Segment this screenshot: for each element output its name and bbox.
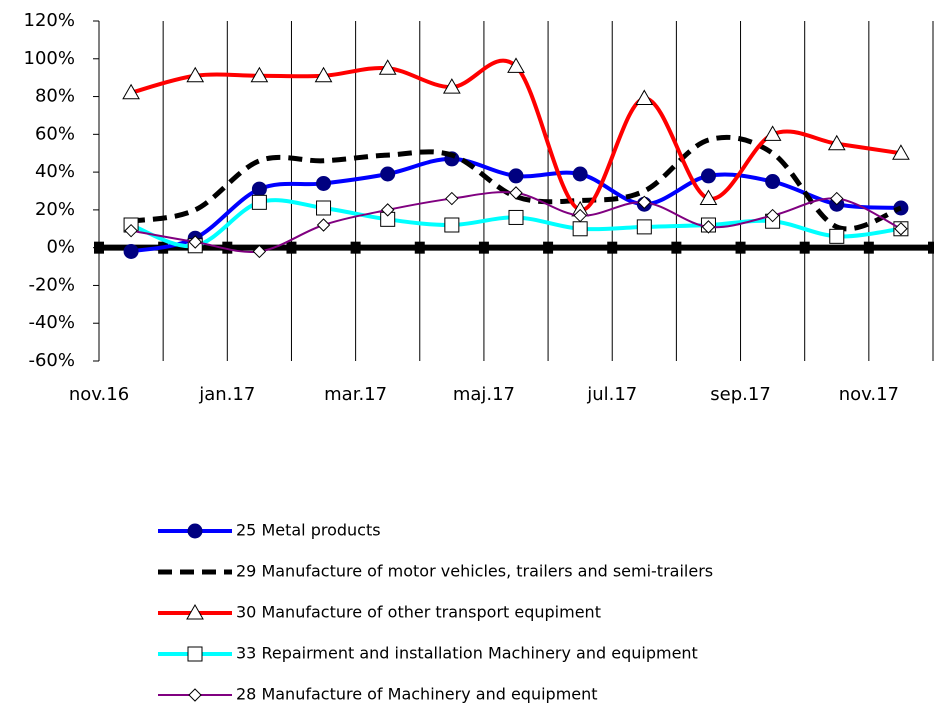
y-tick-label: -20%	[28, 274, 75, 295]
x-tick-label: maj.17	[453, 384, 515, 405]
marker	[122, 83, 140, 100]
legend-label: 33 Repairment and installation Machinery…	[236, 644, 698, 663]
marker	[765, 208, 780, 223]
marker	[700, 168, 716, 184]
x-tick-label: sep.17	[710, 384, 771, 405]
marker	[187, 646, 203, 662]
legend-label: 29 Manufacture of motor vehicles, traile…	[236, 562, 713, 581]
marker	[378, 59, 397, 75]
y-tick-label: 0%	[46, 237, 75, 258]
marker	[251, 181, 267, 197]
x-tick	[286, 241, 297, 254]
x-tick	[928, 241, 934, 254]
x-tick-label: nov.17	[839, 384, 899, 405]
marker	[250, 66, 269, 83]
marker	[442, 78, 461, 94]
x-tick	[735, 241, 746, 254]
marker	[701, 220, 716, 234]
marker	[316, 175, 332, 191]
marker	[894, 222, 908, 236]
y-tick-label: -60%	[28, 350, 75, 371]
x-tick	[350, 241, 361, 254]
x-tick-label: jan.17	[198, 384, 255, 405]
marker	[252, 244, 267, 259]
x-tick	[799, 241, 810, 254]
marker	[509, 186, 523, 200]
legend-label: 25 Metal products	[236, 521, 381, 540]
marker	[380, 203, 395, 217]
legend-label: 30 Manufacture of other transport equpim…	[236, 603, 601, 622]
marker	[763, 125, 782, 141]
marker	[636, 219, 652, 235]
marker	[637, 195, 652, 210]
x-tick	[543, 241, 554, 254]
marker	[124, 223, 138, 238]
marker	[699, 189, 718, 206]
x-tick	[478, 241, 489, 254]
marker	[444, 217, 460, 233]
marker	[186, 66, 205, 83]
y-tick-label: 80%	[35, 86, 75, 107]
marker	[188, 235, 202, 249]
x-tick-label: mar.17	[324, 384, 387, 405]
marker	[187, 523, 203, 539]
x-tick-label: jul.17	[586, 384, 637, 405]
marker	[251, 194, 267, 210]
x-tick	[414, 241, 425, 254]
marker	[123, 243, 139, 259]
marker	[316, 200, 332, 216]
marker	[827, 134, 846, 151]
x-tick	[222, 241, 233, 254]
marker	[445, 191, 459, 206]
marker	[829, 228, 845, 244]
marker	[830, 191, 844, 206]
marker	[508, 209, 524, 225]
marker	[572, 221, 588, 237]
marker	[572, 166, 588, 182]
y-tick-label: 60%	[35, 123, 75, 144]
marker	[188, 688, 202, 702]
series-line	[130, 58, 902, 212]
x-tick	[607, 241, 618, 254]
marker	[186, 603, 204, 620]
legend-label: 28 Manufacture of Machinery and equipmen…	[236, 685, 598, 704]
marker	[507, 57, 525, 73]
marker	[892, 144, 910, 160]
y-tick-label: 20%	[35, 199, 75, 220]
x-tick-label: nov.16	[69, 384, 129, 405]
y-tick-label: 40%	[35, 161, 75, 182]
x-tick	[671, 241, 682, 254]
y-tick-label: 100%	[24, 48, 75, 69]
marker	[380, 166, 396, 182]
marker	[314, 66, 333, 83]
x-tick	[94, 241, 104, 254]
y-tick-label: -40%	[28, 312, 75, 333]
x-tick	[863, 241, 874, 254]
y-tick-label: 120%	[24, 10, 75, 31]
marker	[508, 168, 524, 184]
marker	[316, 218, 331, 232]
marker	[573, 208, 587, 223]
marker	[635, 89, 654, 105]
marker	[765, 174, 781, 190]
